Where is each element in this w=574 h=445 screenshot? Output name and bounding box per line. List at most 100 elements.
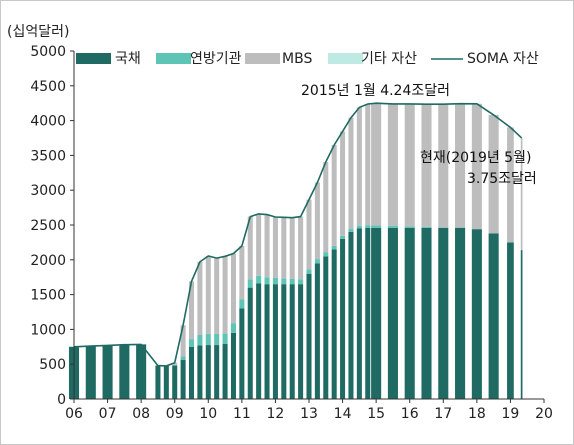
bar-0-2017-01 (438, 227, 449, 399)
bar-1-2009-07 (188, 339, 195, 347)
x-tick-label: 19 (502, 406, 520, 422)
bar-0-2010-07 (222, 344, 228, 399)
legend-swatch-2 (245, 53, 280, 64)
bar-0-2011-07 (256, 283, 262, 399)
x-tick-label: 16 (401, 406, 419, 422)
x-tick-label: 08 (132, 406, 150, 422)
bar-0-2016-01 (404, 227, 415, 399)
bar-2-2013-04 (314, 182, 320, 260)
y-tick-label: 1500 (30, 288, 66, 304)
bar-0-2011-04 (247, 287, 253, 399)
legend-swatch-3 (328, 53, 363, 64)
x-tick-label: 09 (166, 406, 184, 422)
bar-1-2015-07 (387, 225, 398, 228)
bar-1-2014-07 (356, 225, 362, 229)
bar-0-2009-10 (197, 345, 203, 399)
bar-1-2011-10 (264, 277, 270, 285)
bar-1-2011-01 (239, 299, 245, 309)
current-annotation-line2: 3.75조달러 (467, 171, 537, 187)
bar-2-2015-01 (371, 103, 382, 226)
legend-label-0: 국채 (115, 51, 141, 67)
bar-1-2009-01 (172, 364, 178, 366)
bar-0-2016-07 (421, 227, 432, 399)
current-annotation-line1: 현재(2019년 5월) (420, 150, 531, 166)
soma-line (73, 102, 523, 367)
bar-0-2015-01 (371, 227, 382, 399)
bar-0-2007-01 (102, 345, 113, 399)
bar-2-2010-01 (205, 255, 211, 334)
bar-0-2014-01 (340, 238, 346, 399)
bar-0-2018-07 (488, 233, 499, 399)
bar-1-2010-01 (205, 333, 211, 346)
bar-2-2016-07 (421, 104, 432, 227)
bar-0-2014-04 (348, 231, 354, 399)
bar-1-2010-07 (222, 333, 228, 345)
bar-1-2015-01 (371, 225, 382, 228)
bar-2-2011-01 (239, 245, 245, 300)
axes: 0 500 1000 1500 2000 2500 3000 3500 4000 4500 5000… (30, 44, 553, 422)
bar-0-2019-05 (520, 250, 523, 399)
y-tick-label: 4500 (30, 79, 66, 95)
bar-2-2013-10 (331, 144, 337, 246)
bar-1-2016-01 (404, 226, 415, 228)
bar-0-2009-01 (172, 365, 178, 399)
legend-swatch-0 (76, 53, 111, 64)
bar-0-2019-01 (507, 242, 514, 399)
bar-0-2018-01 (471, 229, 482, 399)
bar-layer (68, 102, 523, 399)
x-tick-label: 07 (99, 406, 117, 422)
bar-0-2006-07 (85, 346, 96, 399)
bar-0-2010-01 (205, 345, 211, 399)
bar-1-2014-01 (340, 235, 346, 239)
bar-2-2011-04 (247, 216, 253, 280)
bar-2-2018-07 (488, 114, 499, 234)
bar-1-2012-04 (281, 278, 287, 285)
annotations: 2015년 1월 4.24조달러 현재(2019년 5월) 3.75조달러 (301, 83, 537, 187)
unit-label: (십억달러) (7, 24, 69, 40)
x-tick-label: 10 (199, 406, 217, 422)
bar-2-2019-01 (507, 127, 514, 243)
legend-label-2: MBS (282, 51, 312, 67)
bar-1-2013-01 (306, 269, 312, 274)
bar-1-2012-07 (289, 278, 295, 285)
bar-0-2014-10 (365, 227, 371, 399)
bar-0-2007-07 (119, 344, 130, 399)
legend-swatch-1 (156, 53, 191, 64)
bar-0-2013-07 (323, 256, 329, 399)
bar-2-2014-07 (356, 107, 362, 226)
bar-0-2011-01 (239, 308, 245, 399)
bar-2-2012-04 (281, 217, 287, 279)
bar-1-2011-07 (256, 275, 262, 284)
bar-2-2010-04 (214, 258, 220, 334)
bar-0-2008-07 (155, 365, 161, 399)
bar-0-2013-10 (331, 249, 337, 399)
bar-2-2012-10 (298, 216, 304, 280)
y-tick-label: 2000 (30, 253, 66, 269)
y-tick-label: 500 (39, 357, 66, 373)
bar-2-2014-04 (348, 117, 354, 230)
bar-2-2014-10 (365, 104, 371, 226)
bar-1-2012-10 (298, 279, 304, 285)
bar-1-2013-04 (314, 259, 320, 264)
x-tick-label: 13 (300, 406, 318, 422)
y-tick-label: 5000 (30, 44, 66, 60)
x-tick-label: 12 (267, 406, 285, 422)
x-tick-label: 14 (334, 406, 352, 422)
bar-1-2012-01 (272, 277, 278, 285)
bar-2-2013-07 (323, 162, 329, 253)
bar-2-2009-04 (180, 325, 186, 357)
y-tick-label: 2500 (30, 218, 66, 234)
bar-2-2012-01 (272, 216, 278, 278)
y-tick-label: 3500 (30, 148, 66, 164)
bar-2-2012-07 (289, 217, 295, 279)
bar-2-2017-01 (438, 104, 449, 228)
bar-0-2017-07 (455, 227, 466, 399)
y-tick-label: 3000 (30, 183, 66, 199)
bar-1-2010-10 (230, 323, 236, 333)
bar-2-2017-07 (455, 103, 466, 228)
bar-0-2008-01 (136, 344, 147, 399)
bar-0-2013-01 (306, 273, 312, 399)
y-tick-label: 1000 (30, 322, 66, 338)
x-tick-label: 17 (434, 406, 452, 422)
